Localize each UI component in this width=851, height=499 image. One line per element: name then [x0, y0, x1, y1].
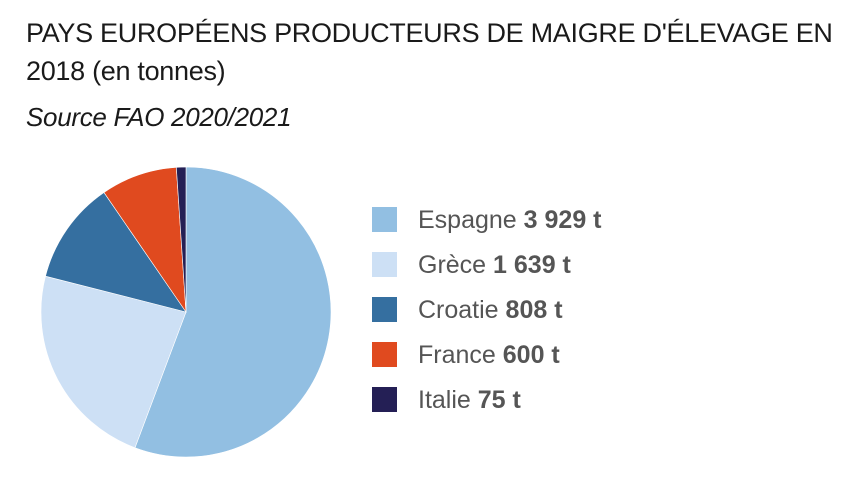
chart-legend: Espagne 3 929 t Grèce 1 639 t Croatie 808 …: [372, 197, 602, 422]
legend-swatch: [372, 342, 397, 367]
legend-label: Croatie: [418, 295, 499, 324]
legend-label: Italie: [418, 385, 471, 414]
legend-item-espagne: Espagne 3 929 t: [372, 197, 602, 242]
pie-slice-espagne: [134, 166, 332, 458]
chart-title: PAYS EUROPÉENS PRODUCTEURS DE MAIGRE D'É…: [26, 18, 833, 86]
pie-chart: [40, 166, 332, 458]
legend-swatch: [372, 252, 397, 277]
legend-label: Grèce: [418, 250, 487, 279]
legend-swatch: [372, 297, 397, 322]
pie-slice-italie: [175, 166, 187, 313]
legend-label: Espagne: [418, 205, 517, 234]
legend-item-croatie: Croatie 808 t: [372, 287, 602, 332]
legend-value: 3 929 t: [523, 205, 602, 234]
legend-item-france: France 600 t: [372, 332, 602, 377]
legend-text: Italie 75 t: [418, 385, 521, 415]
pie-slice-croatie: [45, 192, 187, 313]
legend-value: 75 t: [477, 385, 521, 414]
legend-label: France: [418, 340, 496, 369]
legend-item-grece: Grèce 1 639 t: [372, 242, 602, 287]
legend-swatch: [372, 387, 397, 412]
legend-text: Croatie 808 t: [418, 295, 563, 325]
pie-slice-grece: [40, 275, 187, 449]
legend-value: 600 t: [502, 340, 560, 369]
legend-text: Grèce 1 639 t: [418, 250, 571, 280]
legend-text: Espagne 3 929 t: [418, 205, 602, 235]
legend-swatch: [372, 207, 397, 232]
chart-subtitle: Source FAO 2020/2021: [26, 102, 292, 132]
legend-value: 1 639 t: [493, 250, 571, 279]
legend-text: France 600 t: [418, 340, 560, 370]
legend-item-italie: Italie 75 t: [372, 377, 602, 422]
legend-value: 808 t: [505, 295, 563, 324]
